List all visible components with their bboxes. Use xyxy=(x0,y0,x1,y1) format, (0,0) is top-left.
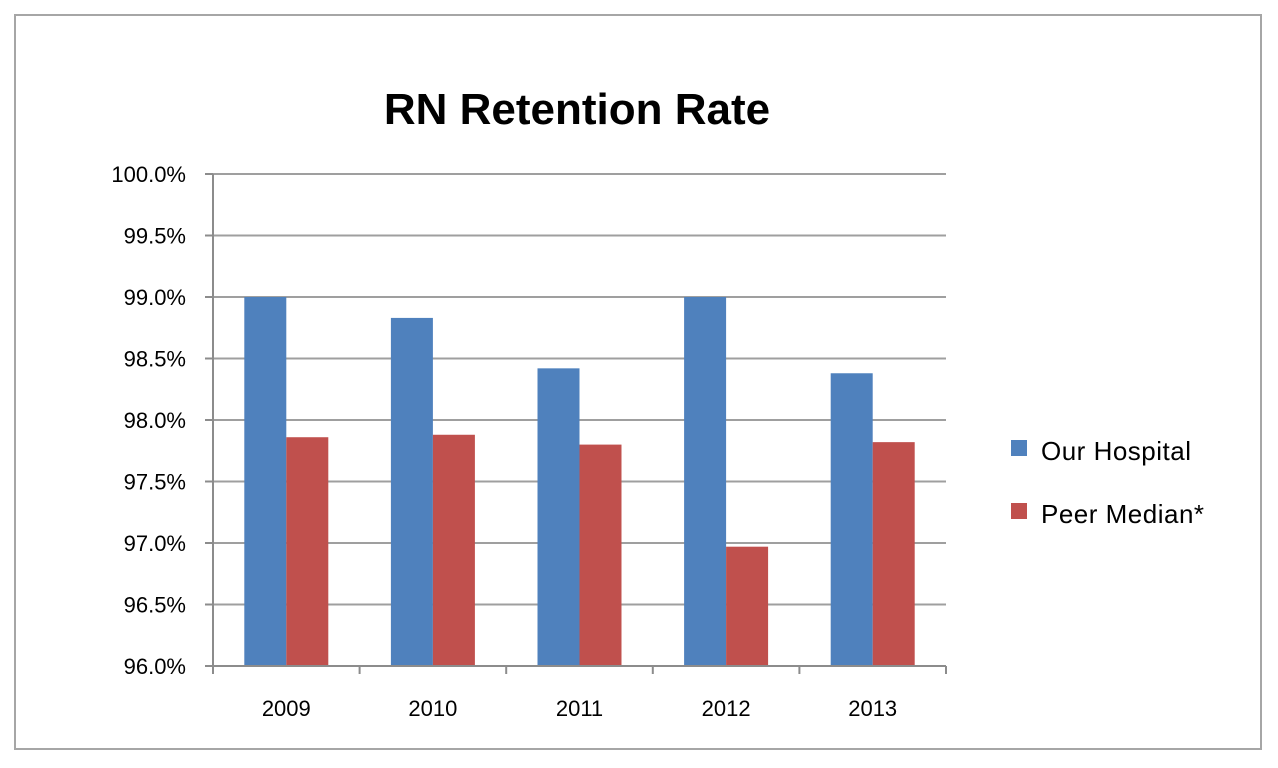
y-tick-label: 100.0% xyxy=(111,162,186,187)
bar-peer-median-2009 xyxy=(286,437,329,666)
y-axis-tick-labels: 96.0% 96.5% 97.0% 97.5% 98.0% 98.5% 99.0% 99.5%… xyxy=(111,162,186,679)
legend-label-our-hospital: Our Hospital xyxy=(1041,436,1192,466)
x-tick-label: 2009 xyxy=(262,696,311,721)
bar-peer-median-2010 xyxy=(432,434,475,666)
bar-our-hospital-2011 xyxy=(537,368,580,666)
axes xyxy=(205,173,947,674)
legend-label-peer-median: Peer Median* xyxy=(1041,499,1205,529)
bars xyxy=(244,297,915,666)
y-tick-label: 99.0% xyxy=(124,285,186,310)
bar-peer-median-2012 xyxy=(726,546,769,666)
x-tick-label: 2010 xyxy=(408,696,457,721)
y-tick-label: 99.5% xyxy=(124,224,186,249)
y-tick-label: 98.5% xyxy=(124,347,186,372)
x-axis-tick-labels: 2009 2010 2011 2012 2013 xyxy=(262,696,897,721)
legend: Our Hospital Peer Median* xyxy=(1011,436,1205,529)
gridlines xyxy=(213,173,946,606)
bar-peer-median-2011 xyxy=(579,444,622,666)
y-tick-label: 96.5% xyxy=(124,593,186,618)
bar-our-hospital-2010 xyxy=(390,317,433,666)
y-tick-label: 97.5% xyxy=(124,470,186,495)
x-tick-label: 2013 xyxy=(848,696,897,721)
legend-swatch-our-hospital xyxy=(1011,440,1027,456)
legend-swatch-peer-median xyxy=(1011,503,1027,519)
x-tick-label: 2011 xyxy=(556,696,603,721)
chart-frame xyxy=(14,14,1262,750)
y-tick-label: 97.0% xyxy=(124,531,186,556)
y-tick-label: 96.0% xyxy=(124,654,186,679)
x-tick-label: 2012 xyxy=(702,696,751,721)
bar-peer-median-2013 xyxy=(872,442,915,666)
bar-our-hospital-2012 xyxy=(684,297,727,666)
chart-title: RN Retention Rate xyxy=(384,85,770,134)
y-tick-label: 98.0% xyxy=(124,408,186,433)
bar-our-hospital-2013 xyxy=(830,373,873,666)
bar-our-hospital-2009 xyxy=(244,297,287,666)
